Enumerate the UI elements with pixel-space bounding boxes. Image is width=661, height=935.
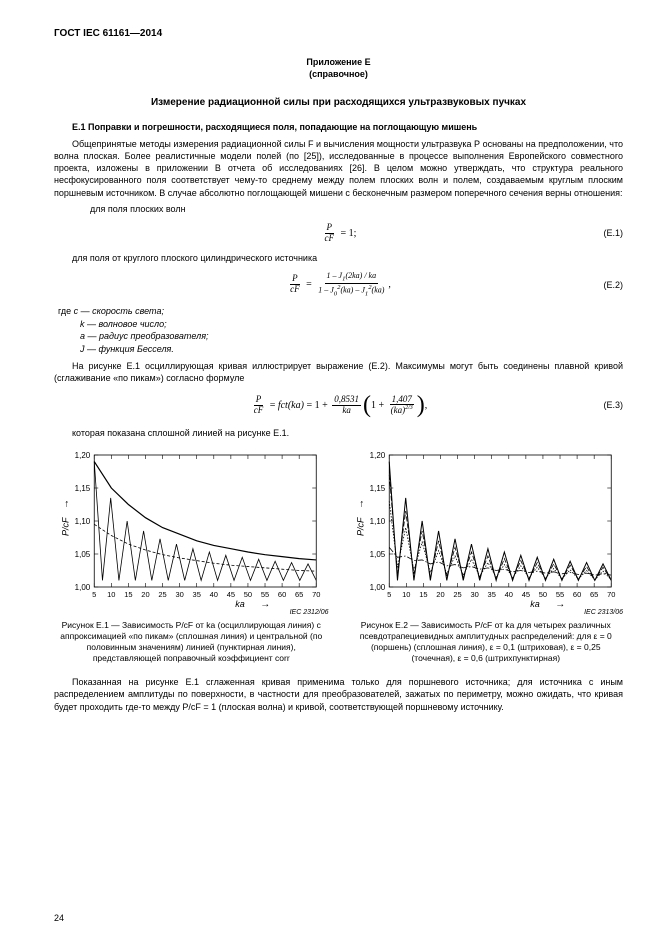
svg-text:→: →	[355, 499, 366, 509]
svg-text:→: →	[260, 599, 270, 607]
svg-text:20: 20	[141, 590, 149, 599]
svg-text:65: 65	[295, 590, 303, 599]
paragraph-4: Показанная на рисунке Е.1 сглаженная кри…	[54, 676, 623, 712]
svg-text:60: 60	[278, 590, 286, 599]
svg-text:55: 55	[555, 590, 563, 599]
line-plane: для поля плоских волн	[54, 203, 623, 215]
svg-text:P/cF: P/cF	[60, 517, 70, 536]
svg-text:10: 10	[107, 590, 115, 599]
doc-header: ГОСТ IEC 61161—2014	[54, 28, 623, 39]
figure-e2: 1,20 1,15 1,10 1,05 1,005 10 15 20 25 30 35 40 45 50 5…	[349, 447, 624, 607]
svg-text:35: 35	[193, 590, 201, 599]
svg-text:25: 25	[453, 590, 461, 599]
svg-text:35: 35	[487, 590, 495, 599]
svg-text:50: 50	[244, 590, 252, 599]
annex-subtitle: (справочное)	[54, 69, 623, 79]
svg-text:15: 15	[124, 590, 132, 599]
svg-text:30: 30	[470, 590, 478, 599]
where-definitions: где с — скорость света; k — волновое чис…	[58, 305, 623, 355]
equation-e1: PcF = 1; (Е.1)	[54, 223, 623, 244]
svg-text:ka: ka	[235, 599, 245, 607]
iec-ref-2: IEC 2313/06	[349, 609, 624, 616]
svg-text:10: 10	[402, 590, 410, 599]
annex-title: Приложение Е	[54, 57, 623, 67]
svg-text:ka: ka	[530, 599, 540, 607]
main-title: Измерение радиационной силы при расходящ…	[54, 97, 623, 108]
svg-text:1,00: 1,00	[369, 583, 385, 592]
svg-text:1,05: 1,05	[369, 550, 385, 559]
caption-e1: Рисунок Е.1 — Зависимость P/cF от ka (ос…	[54, 620, 329, 664]
caption-e2: Рисунок Е.2 — Зависимость P/cF от ka для…	[349, 620, 624, 664]
svg-text:25: 25	[158, 590, 166, 599]
equation-e2: PcF = 1 – J1(2ka) / ka 1 – J02(ka) – J12…	[54, 272, 623, 298]
paragraph-1: Общепринятые методы измерения радиационн…	[54, 138, 623, 199]
svg-text:5: 5	[387, 590, 391, 599]
paragraph-2: На рисунке Е.1 осциллирующая кривая иллю…	[54, 360, 623, 384]
svg-text:50: 50	[538, 590, 546, 599]
svg-text:45: 45	[227, 590, 235, 599]
section-title: Е.1 Поправки и погрешности, расходящиеся…	[54, 122, 623, 132]
paragraph-3: которая показана сплошной линией на рису…	[54, 427, 623, 439]
svg-text:65: 65	[590, 590, 598, 599]
svg-text:70: 70	[607, 590, 615, 599]
svg-text:P/cF: P/cF	[355, 517, 365, 536]
svg-text:1,10: 1,10	[369, 517, 385, 526]
svg-text:1,00: 1,00	[75, 583, 91, 592]
equation-e3: PcF = fct(ka) = 1 + 0,8531ka ( 1 + 1,407…	[54, 392, 623, 419]
svg-text:1,15: 1,15	[75, 484, 91, 493]
svg-text:15: 15	[419, 590, 427, 599]
svg-text:55: 55	[261, 590, 269, 599]
svg-text:60: 60	[572, 590, 580, 599]
page-number: 24	[54, 913, 64, 923]
svg-text:40: 40	[210, 590, 218, 599]
svg-text:5: 5	[92, 590, 96, 599]
svg-text:1,20: 1,20	[75, 451, 91, 460]
svg-text:1,20: 1,20	[369, 451, 385, 460]
svg-text:1,05: 1,05	[75, 550, 91, 559]
svg-text:40: 40	[504, 590, 512, 599]
svg-text:70: 70	[312, 590, 320, 599]
svg-text:30: 30	[175, 590, 183, 599]
line-circular: для поля от круглого плоского цилиндриче…	[54, 252, 623, 264]
svg-text:→: →	[555, 599, 565, 607]
iec-ref-1: IEC 2312/06	[54, 609, 329, 616]
svg-text:→: →	[60, 499, 71, 509]
svg-text:1,10: 1,10	[75, 517, 91, 526]
svg-text:1,15: 1,15	[369, 484, 385, 493]
svg-text:45: 45	[521, 590, 529, 599]
svg-text:20: 20	[436, 590, 444, 599]
figure-e1: 1,20 1,15 1,10 1,05 1,005 10 15 20 25 30 35 40 45 50 5…	[54, 447, 329, 607]
